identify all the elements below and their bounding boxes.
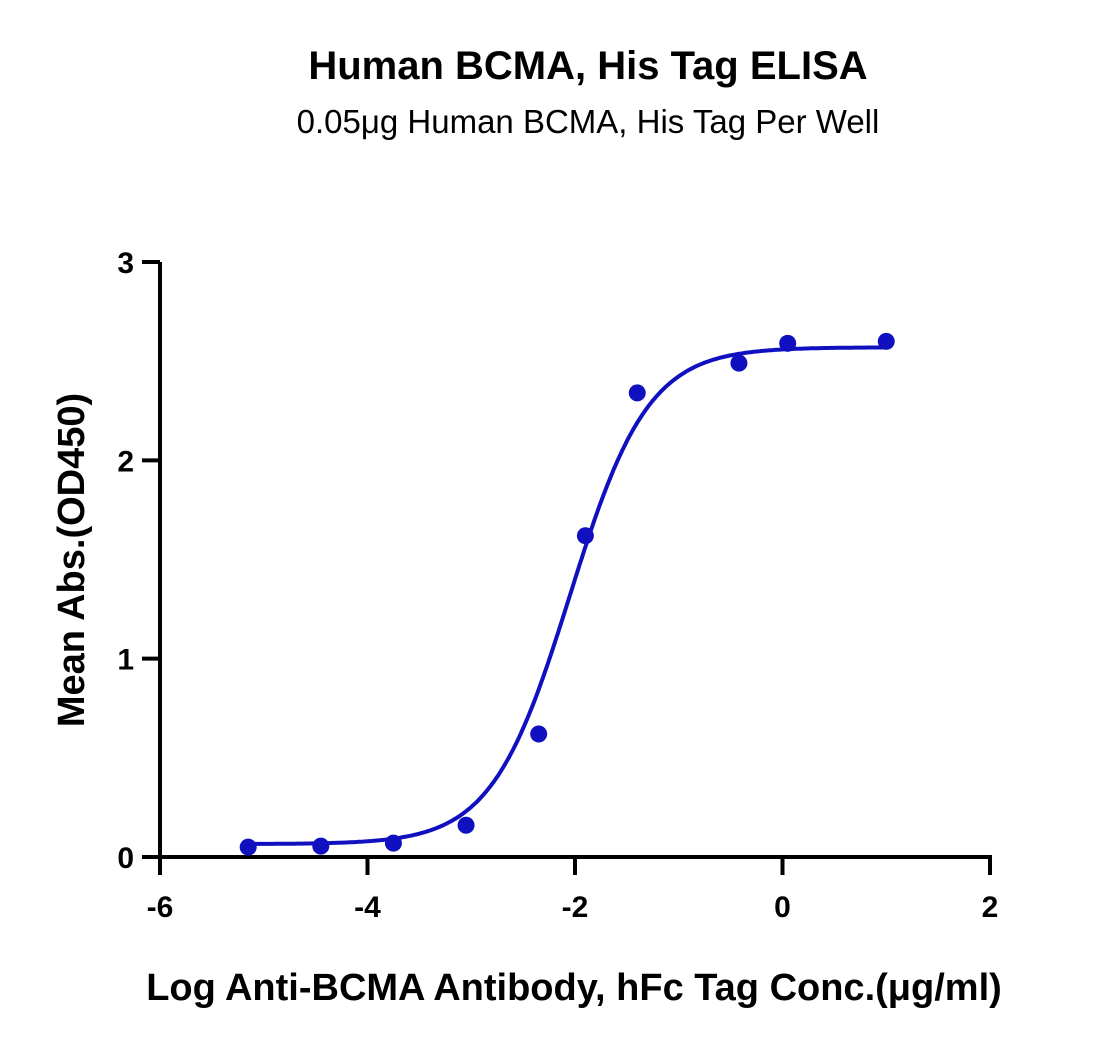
data-point xyxy=(530,725,548,743)
data-point xyxy=(628,384,646,402)
data-point xyxy=(779,334,797,352)
data-point xyxy=(239,838,257,856)
data-point xyxy=(457,816,475,834)
data-point xyxy=(877,332,895,350)
y-tick-label: 2 xyxy=(117,445,134,478)
x-tick-label: -2 xyxy=(562,891,589,924)
x-ticks: -6 -4 -2 0 2 xyxy=(147,857,999,924)
data-points xyxy=(239,332,895,856)
chart-title: Human BCMA, His Tag ELISA xyxy=(308,44,868,88)
x-axis-label: Log Anti-BCMA Antibody, hFc Tag Conc.(μg… xyxy=(146,967,1002,1009)
y-axis-label: Mean Abs.(OD450) xyxy=(51,393,93,727)
x-tick-label: 2 xyxy=(982,891,999,924)
data-point xyxy=(384,834,402,852)
data-point xyxy=(576,527,594,545)
x-tick-label: 0 xyxy=(774,891,791,924)
y-tick-label: 3 xyxy=(117,247,134,280)
chart-subtitle: 0.05μg Human BCMA, His Tag Per Well xyxy=(296,103,880,140)
fit-curve xyxy=(243,345,887,846)
axes xyxy=(158,262,992,859)
x-tick-label: -4 xyxy=(354,891,381,924)
data-point xyxy=(730,354,748,372)
x-tick-label: -6 xyxy=(147,891,174,924)
y-tick-label: 1 xyxy=(117,644,134,677)
data-point xyxy=(312,837,330,855)
y-tick-label: 0 xyxy=(117,842,134,875)
y-ticks: 0 1 2 3 xyxy=(117,247,160,875)
